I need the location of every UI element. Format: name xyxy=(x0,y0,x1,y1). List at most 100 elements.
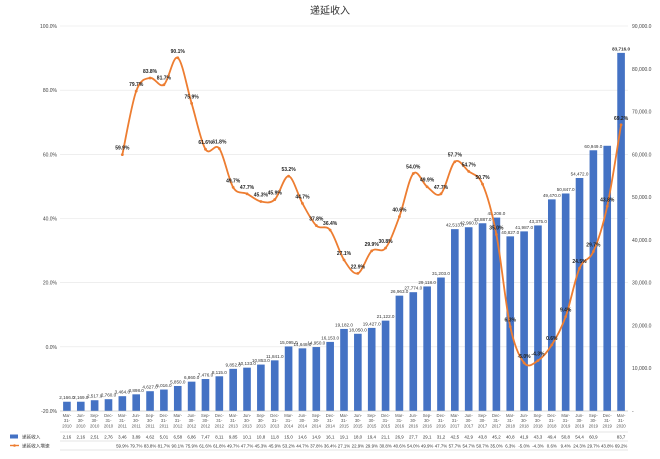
line-data-label: 90.1% xyxy=(171,49,186,55)
x-tick-label: Sep-30-2018 xyxy=(533,413,543,428)
legend-label: 递延收入 xyxy=(22,433,41,440)
left-axis-tick: 80.0% xyxy=(43,88,58,94)
table-cell: 36.4% xyxy=(324,443,337,448)
table-cell: 6,58 xyxy=(173,434,182,439)
line-data-label: 61.6% xyxy=(198,140,213,146)
x-tick-label: Dec-31-2012 xyxy=(215,413,225,428)
table-cell: 10,8 xyxy=(257,434,266,439)
table-cell: 50.7% xyxy=(476,443,489,448)
gridlines xyxy=(60,25,628,412)
line-data-label: 61.8% xyxy=(212,140,227,146)
line-point xyxy=(231,185,235,189)
left-axis-tick: 0.0% xyxy=(46,345,58,351)
x-tick-label: Jun-30-2017 xyxy=(464,413,474,428)
line-point xyxy=(148,76,152,80)
line-point xyxy=(605,204,609,208)
x-tick-label: Mar-31-2020 xyxy=(616,413,626,428)
table-cell: 44.7% xyxy=(296,443,309,448)
table-cell: 54,4 xyxy=(575,434,584,439)
line-point xyxy=(508,325,512,329)
x-tick-label: Sep-30-2015 xyxy=(367,413,377,428)
table-cell: 26,9 xyxy=(395,434,404,439)
line-data-label: 54.0% xyxy=(406,165,421,171)
line-point xyxy=(314,224,318,227)
bar-data-label: 3,464.0 xyxy=(115,390,131,395)
x-tick-label: Dec-31-2011 xyxy=(159,413,169,428)
line-point xyxy=(273,198,277,201)
bar-data-label: 54,472.0 xyxy=(571,171,589,176)
bar-data-label: 43,375.0 xyxy=(529,219,547,224)
x-tick-label: Sep-30-2010 xyxy=(90,413,100,428)
table-cell: 19,4 xyxy=(367,434,376,439)
right-axis-tick: 30,000.0 xyxy=(632,281,652,287)
table-cell: 37.8% xyxy=(310,443,323,448)
legend-swatch-marker xyxy=(13,444,16,447)
table-cell: 43.8% xyxy=(601,443,614,448)
bar-data-label: 2,169.0 xyxy=(73,395,89,400)
table-cell: 29.9% xyxy=(365,443,378,448)
line-data-label: 36.4% xyxy=(323,221,338,227)
line-point xyxy=(370,249,374,253)
line-data-label: 27.1% xyxy=(337,251,352,257)
right-axis-tick: 10,000.0 xyxy=(632,366,652,372)
axes: -20.0% 0.0% 20.0% 40.0% 60.0% 80.0% 100.0% - 10,… xyxy=(40,24,652,415)
bar xyxy=(270,360,279,411)
line-point xyxy=(217,147,221,150)
bar xyxy=(561,193,570,411)
x-tick-label: Sep-30-2016 xyxy=(422,413,432,428)
x-tick-label: Mar-31-2011 xyxy=(118,413,128,428)
line-data-label: 47.7% xyxy=(240,185,255,191)
bar xyxy=(464,227,473,411)
line-point xyxy=(536,359,540,363)
table-cell: 29,1 xyxy=(423,434,432,439)
table-cell: 15,0 xyxy=(284,434,293,439)
bar xyxy=(575,177,584,411)
table-cell: 90.1% xyxy=(172,443,185,448)
line-data-label: 57.7% xyxy=(448,153,463,159)
bar-data-label: 15,095.0 xyxy=(280,340,298,345)
table-cell: -4.3% xyxy=(532,443,544,448)
line-data-label: -4.3% xyxy=(531,352,545,358)
bar-data-label: 10,133.0 xyxy=(238,361,256,366)
x-tick-label: Sep-30-2012 xyxy=(201,413,211,428)
x-tick-label: Jun-30-2018 xyxy=(519,413,529,428)
line-point xyxy=(301,202,304,205)
left-axis-tick: 100.0% xyxy=(40,24,58,30)
bar-data-label: 41,987.0 xyxy=(515,225,533,230)
line-data-label: 35.0% xyxy=(489,226,504,232)
line-point xyxy=(120,153,124,157)
table-cell: 61.6% xyxy=(199,443,212,448)
line-point xyxy=(453,160,457,164)
bar-data-label: 27,774.0 xyxy=(404,286,422,291)
table-cell: 49,4 xyxy=(548,434,557,439)
bar-data-label: 4,627.0 xyxy=(142,385,158,390)
x-tick-label: Mar-31-2015 xyxy=(339,413,349,428)
bar xyxy=(284,346,293,411)
table-cell: 4,62 xyxy=(146,434,155,439)
left-axis-tick: 60.0% xyxy=(43,152,58,158)
table-cell: 22.9% xyxy=(352,443,365,448)
table-cell: 9,85 xyxy=(229,434,238,439)
line-point xyxy=(411,172,415,175)
line-data-label: 40.6% xyxy=(392,208,407,214)
bar-data-label: 6,860.0 xyxy=(184,375,200,380)
line-point xyxy=(162,83,166,87)
line-data-label: 37.8% xyxy=(309,217,324,223)
line-point xyxy=(619,123,623,127)
bar-data-label: 29,118.0 xyxy=(418,280,436,285)
line-data-label: 6.3% xyxy=(505,318,517,324)
bar-data-label: 43,887.0 xyxy=(474,217,492,222)
bar-data-label: 50,847.0 xyxy=(557,187,575,192)
bar-data-label: 2,166.0 xyxy=(59,395,75,400)
table-cell: 69.2% xyxy=(615,443,628,448)
bar xyxy=(589,150,598,411)
right-axis-tick: 50,000.0 xyxy=(632,195,652,201)
line-point xyxy=(204,147,207,151)
x-tick-label: Jun-30-2015 xyxy=(353,413,363,428)
line-data-label: 24.5% xyxy=(572,259,587,265)
bar xyxy=(478,223,487,411)
table-cell: 7,47 xyxy=(201,434,210,439)
x-tick-label: Mar-31-2016 xyxy=(395,413,405,428)
table-cell: 19,1 xyxy=(340,434,349,439)
bar-data-label: 83,716.0 xyxy=(612,46,630,51)
